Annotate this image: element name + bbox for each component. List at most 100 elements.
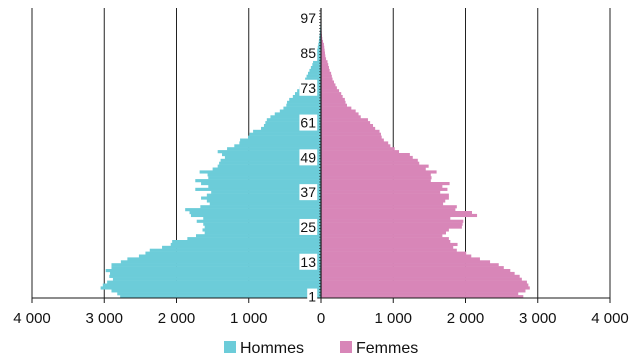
bar-hommes-age-76	[305, 77, 321, 81]
bar-femmes-age-77	[321, 74, 332, 78]
bar-femmes-age-75	[321, 80, 335, 84]
bar-hommes-age-24	[202, 228, 321, 232]
legend-swatch-femmes	[340, 341, 352, 353]
bar-hommes-age-10	[105, 269, 321, 273]
bar-hommes-age-54	[239, 141, 321, 145]
bar-hommes-age-80	[310, 66, 321, 70]
bar-hommes-age-49	[224, 155, 321, 160]
bar-femmes-age-40	[321, 182, 450, 186]
x-tick-labels: 4 000 3 000 2 000 1 000 0 1 000 2 000 3 000 4 00…	[13, 310, 629, 327]
bar-femmes-age-33	[321, 202, 444, 206]
bar-hommes-age-5	[102, 283, 322, 287]
bar-hommes-age-8	[109, 274, 322, 278]
x-tick-label: 2 000	[447, 310, 485, 327]
age-label-background	[299, 218, 318, 235]
bar-hommes-age-3	[111, 289, 321, 293]
bar-hommes-age-11	[111, 266, 321, 270]
bar-femmes-age-55	[321, 138, 384, 142]
bar-femmes-age-16	[321, 251, 467, 255]
bar-femmes-age-70	[321, 95, 343, 99]
bar-femmes-age-46	[321, 164, 429, 168]
bar-hommes-age-18	[162, 245, 321, 249]
bar-femmes-age-78	[321, 71, 332, 75]
age-label-background	[299, 10, 318, 27]
bar-hommes-age-51	[217, 150, 321, 154]
bar-femmes-age-9	[321, 271, 515, 276]
bar-hommes-age-70	[292, 95, 321, 99]
bar-femmes-age-35	[321, 196, 449, 200]
bar-hommes-age-83	[314, 57, 321, 61]
bar-femmes-age-45	[321, 167, 426, 171]
bar-femmes-age-68	[321, 100, 346, 104]
bar-hommes-age-42	[208, 176, 321, 180]
bar-femmes-age-31	[321, 208, 456, 212]
x-tick-label: 4 000	[591, 310, 629, 327]
bar-femmes-age-50	[321, 153, 410, 157]
bar-femmes-age-86	[321, 48, 325, 52]
bar-hommes-age-61	[265, 121, 321, 125]
x-tick-label: 3 000	[519, 310, 557, 327]
age-tick-label: 1	[308, 289, 316, 305]
bar-hommes-age-55	[240, 138, 321, 142]
bar-femmes-age-12	[321, 263, 499, 267]
bar-femmes-age-21	[321, 237, 449, 241]
bar-femmes-age-7	[321, 277, 522, 281]
bar-femmes-age-29	[321, 213, 478, 218]
bar-hommes-age-50	[222, 153, 321, 157]
bar-femmes-age-53	[321, 144, 391, 148]
bar-femmes-age-89	[321, 39, 324, 44]
bar-femmes-age-1	[321, 295, 524, 299]
bar-femmes-age-13	[321, 260, 491, 264]
bar-femmes-age-22	[321, 234, 443, 238]
bar-femmes-age-63	[321, 115, 361, 119]
bar-femmes-age-69	[321, 97, 345, 102]
bar-femmes-age-72	[321, 89, 340, 93]
bar-hommes-age-69	[289, 97, 321, 102]
bar-femmes-age-8	[321, 274, 520, 278]
bar-femmes-age-81	[321, 63, 329, 67]
bar-femmes-age-18	[321, 245, 454, 249]
age-tick-label: 25	[300, 219, 316, 235]
bar-hommes-age-53	[234, 144, 321, 148]
bar-hommes-age-22	[196, 234, 321, 238]
age-tick-label: 13	[300, 254, 316, 270]
bar-hommes-age-62	[266, 118, 321, 122]
bar-femmes-age-65	[321, 109, 356, 113]
bar-hommes-age-7	[112, 277, 321, 281]
age-label-background	[299, 114, 318, 131]
bar-femmes-age-51	[321, 150, 400, 154]
bar-hommes-age-32	[200, 205, 321, 209]
bar-femmes-age-66	[321, 106, 352, 110]
bar-hommes-age-4	[100, 286, 321, 290]
age-tick-label: 37	[300, 184, 316, 200]
bar-femmes-age-87	[321, 45, 325, 49]
bar-femmes-age-19	[321, 242, 458, 247]
bar-femmes-age-73	[321, 86, 337, 90]
bar-hommes-age-66	[283, 106, 321, 110]
bar-hommes-age-30	[189, 211, 321, 215]
bar-femmes-age-59	[321, 126, 376, 131]
age-label-background	[299, 253, 318, 270]
bar-hommes-age-45	[212, 167, 321, 171]
bar-hommes-age-77	[306, 74, 321, 78]
bar-femmes-age-41	[321, 179, 431, 183]
bar-femmes-age-52	[321, 147, 395, 151]
bar-hommes-age-85	[316, 51, 321, 55]
bar-hommes-age-41	[195, 179, 321, 183]
bar-femmes-age-24	[321, 228, 449, 232]
bar-hommes-age-67	[286, 103, 321, 107]
age-tick-label: 49	[300, 149, 316, 165]
bars-group	[100, 8, 530, 299]
bar-femmes-age-85	[321, 51, 325, 55]
bar-hommes-age-31	[185, 208, 321, 212]
bar-hommes-age-12	[111, 263, 321, 267]
bar-hommes-age-90	[319, 37, 321, 41]
bar-hommes-age-82	[313, 60, 321, 64]
bar-hommes-age-81	[312, 63, 321, 67]
bar-hommes-age-65	[279, 109, 321, 113]
bar-hommes-age-38	[195, 187, 321, 191]
bar-femmes-age-74	[321, 83, 336, 87]
bar-hommes-age-63	[270, 115, 321, 119]
bar-hommes-age-64	[274, 112, 321, 116]
age-tick-labels: 1 13 25 37 49 61 73 85 97	[299, 10, 318, 305]
